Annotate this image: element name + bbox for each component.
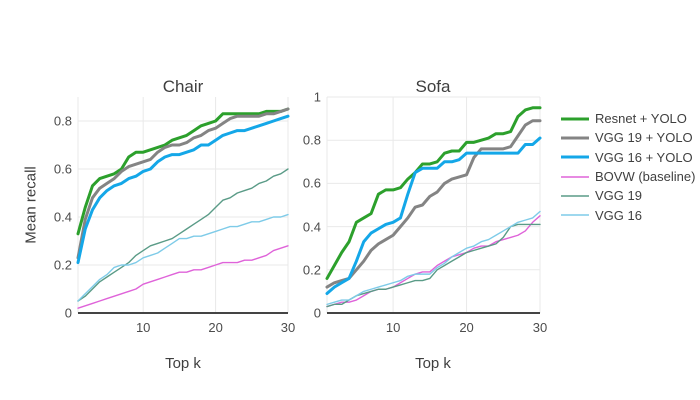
chair-ytick-0.4: 0.4 [53, 209, 72, 225]
legend-item-label: Resnet + YOLO [595, 111, 687, 127]
sofa-line-vgg-19-yolo [325, 119, 542, 289]
legend-item-vgg-16-yolo[interactable]: VGG 16 + YOLO [561, 148, 695, 167]
legend-item-resnet-yolo[interactable]: Resnet + YOLO [561, 109, 695, 128]
chair-line-resnet-yolo [76, 107, 290, 236]
sofa-line-resnet-yolo [325, 106, 542, 280]
legend-item-vgg-16[interactable]: VGG 16 [561, 205, 695, 224]
legend-line-swatch-vgg-16-yolo [561, 155, 589, 159]
sofa-line-vgg-16 [326, 210, 541, 306]
sofa-line-vgg-19 [326, 223, 541, 308]
legend-item-vgg-19-yolo[interactable]: VGG 19 + YOLO [561, 128, 695, 147]
chair-line-vgg-16 [77, 213, 289, 302]
chair-chart-title: Chair [162, 77, 204, 96]
legend-item-vgg-19[interactable]: VGG 19 [561, 186, 695, 205]
chair-x-axis-title: Top k [165, 355, 201, 372]
legend-line-swatch-vgg-19 [561, 195, 589, 197]
chair-xtick-10: 10 [135, 320, 151, 335]
chair-ytick-0.8: 0.8 [53, 113, 72, 129]
chair-line-vgg-19 [77, 168, 289, 302]
chair-ytick-0: 0 [64, 305, 72, 321]
y-axis-title: Mean recall [22, 166, 40, 244]
legend-item-label: VGG 16 + YOLO [595, 149, 693, 165]
legend-item-label: VGG 19 + YOLO [595, 130, 693, 146]
chair-xtick-20: 20 [208, 320, 223, 335]
sofa-ytick-0.4: 0.4 [302, 219, 321, 235]
legend-item-bovw-baseline[interactable]: BOVW (baseline) [561, 167, 695, 186]
chair-line-bovw-baseline [77, 245, 289, 309]
chair-line-vgg-19-yolo [76, 107, 290, 260]
sofa-xtick-20: 20 [459, 320, 474, 335]
sofa-ytick-0.6: 0.6 [302, 175, 321, 191]
legend-line-swatch-bovw-baseline [561, 175, 589, 178]
sofa-ytick-0: 0 [313, 305, 321, 321]
sofa-x-axis-title: Top k [415, 355, 451, 372]
legend-item-label: BOVW (baseline) [595, 169, 696, 185]
legend: Resnet + YOLO VGG 19 + YOLO VGG 16 + YOLO B… [561, 109, 695, 225]
legend-item-label: VGG 16 [595, 207, 642, 223]
sofa-ytick-0.2: 0.2 [302, 262, 321, 278]
sofa-xtick-10: 10 [385, 320, 401, 335]
sofa-ytick-1: 1 [313, 89, 321, 105]
sofa-line-bovw-baseline [326, 215, 541, 308]
chair-ytick-0.2: 0.2 [53, 257, 72, 273]
legend-item-label: VGG 19 [595, 188, 642, 204]
legend-line-swatch-vgg-19-yolo [561, 136, 589, 140]
chair-line-vgg-16-yolo [76, 114, 290, 265]
sofa-xtick-30: 30 [532, 320, 548, 335]
chair-xtick-30: 30 [280, 320, 296, 335]
chair-ytick-0.6: 0.6 [53, 161, 72, 177]
legend-line-swatch-resnet-yolo [561, 117, 589, 121]
sofa-chart-title: Sofa [415, 77, 451, 96]
sofa-line-vgg-16-yolo [325, 136, 542, 296]
legend-line-swatch-vgg-16 [561, 214, 589, 216]
sofa-ytick-0.8: 0.8 [302, 132, 321, 148]
